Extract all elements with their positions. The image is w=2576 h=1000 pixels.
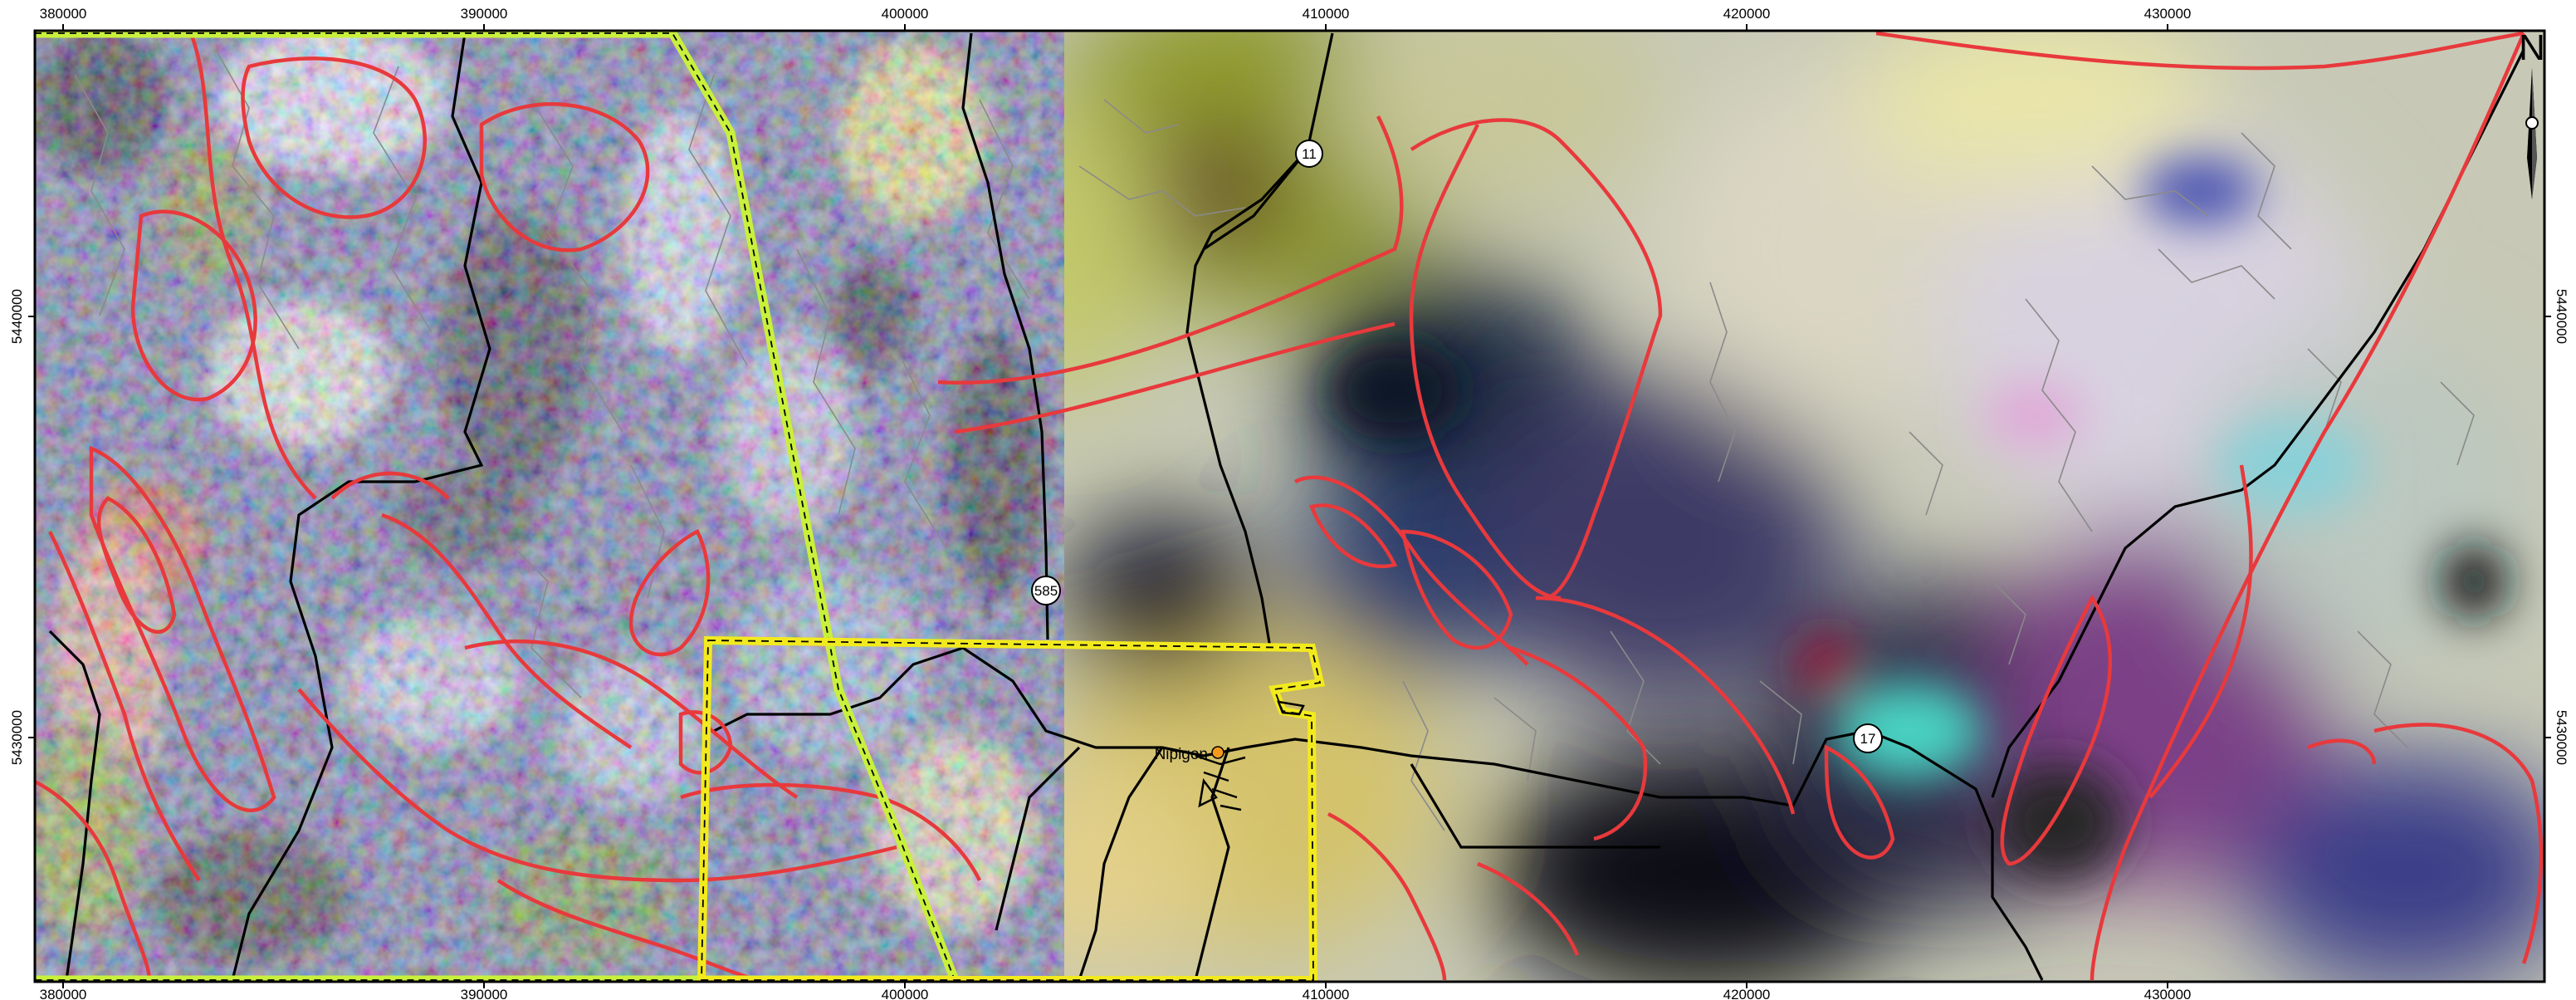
easting-ticks-top xyxy=(62,24,2168,31)
easting-label-bottom-410000: 410000 xyxy=(1303,987,1350,1000)
easting-label-top-420000: 420000 xyxy=(1723,6,1771,22)
map-frame xyxy=(33,29,2546,983)
easting-label-bottom-380000: 380000 xyxy=(40,987,87,1000)
easting-label-bottom-390000: 390000 xyxy=(461,987,508,1000)
northing-label-right-5440000: 5440000 xyxy=(2554,289,2569,344)
northing-ticks xyxy=(28,316,2551,738)
easting-label-top-380000: 380000 xyxy=(40,6,87,22)
route-shield-label-585: 585 xyxy=(1034,583,1058,599)
route-shield-11: 11 xyxy=(1295,140,1323,168)
north-arrow: N xyxy=(2519,27,2545,199)
route-shield-label-11: 11 xyxy=(1302,146,1317,162)
route-shield-icon xyxy=(1295,140,1323,168)
easting-label-top-390000: 390000 xyxy=(461,6,508,22)
easting-ticks-bottom xyxy=(62,982,2168,988)
route-shield-label-17: 17 xyxy=(1860,731,1876,747)
route-shield-585: 585 xyxy=(1031,576,1061,605)
route-shield-icon xyxy=(1853,723,1883,753)
north-label: N xyxy=(2519,27,2545,68)
town-marker-icon xyxy=(1211,746,1224,759)
easting-label-top-410000: 410000 xyxy=(1303,6,1350,22)
easting-label-top-400000: 400000 xyxy=(882,6,929,22)
town-streets xyxy=(1195,700,1305,811)
route-shield-icon xyxy=(1031,576,1061,605)
route-shield-17: 17 xyxy=(1853,723,1883,753)
northing-label-right-5430000: 5430000 xyxy=(2554,710,2569,765)
northing-label-left-5430000: 5430000 xyxy=(9,710,25,765)
easting-label-top-430000: 430000 xyxy=(2144,6,2192,22)
town-nipigon: Nipigon xyxy=(1155,746,1224,763)
northing-label-left-5440000: 5440000 xyxy=(9,289,25,344)
imagery-layer xyxy=(35,31,2544,982)
easting-label-bottom-420000: 420000 xyxy=(1723,987,1771,1000)
easting-label-bottom-400000: 400000 xyxy=(882,987,929,1000)
easting-label-bottom-430000: 430000 xyxy=(2144,987,2192,1000)
town-label: Nipigon xyxy=(1155,746,1208,763)
